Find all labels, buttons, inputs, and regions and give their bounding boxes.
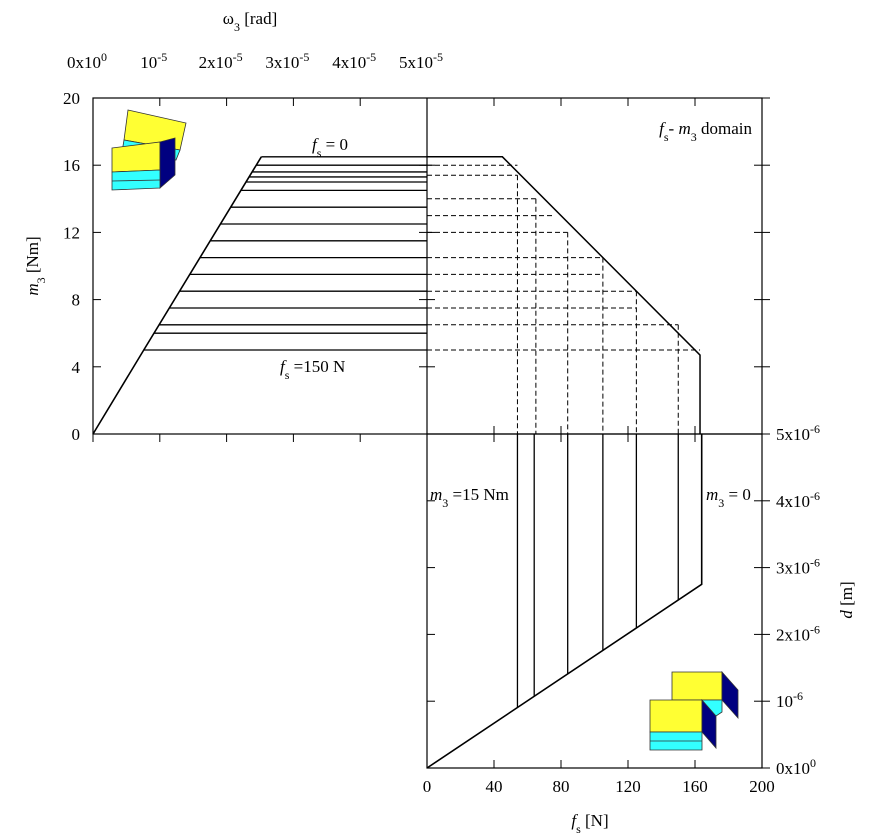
y-axis-title: m3 [Nm] [23,236,48,295]
x-tick-label: 160 [682,777,708,796]
tick-label-base: 5x10 [399,53,433,72]
y-tick-label: 0x100 [776,756,816,778]
tick-label-exp: -6 [810,556,820,570]
text-part: = 0 [321,135,348,154]
y-tick-label: 16 [63,156,80,175]
y-tick-label: 10-6 [776,689,803,711]
tick-label-exp: -5 [299,50,309,64]
text-part: 3 [34,277,48,283]
tick-label-exp: -6 [810,489,820,503]
x-tick-label: 40 [486,777,503,796]
icon-bottom [649,670,739,751]
text-part: 3 [442,496,448,510]
tick-label-exp: 0 [810,756,816,770]
text-part: = 0 [724,485,751,504]
x-tick-label: 0x100 [67,50,107,72]
text-part: f [571,811,578,830]
text-part: [m] [837,581,856,610]
text-part: [rad] [240,9,277,28]
text-part: f [280,357,287,376]
tick-label-exp: -6 [793,689,803,703]
tick-label-base: 4x10 [776,492,810,511]
text-part: domain [697,119,753,138]
tick-label-exp: 0 [101,50,107,64]
tick-label-exp: -5 [233,50,243,64]
text-part: f [659,119,666,138]
tick-label-exp: -6 [810,422,820,436]
text-part: m [23,283,42,295]
text-part: 3 [691,130,697,144]
tick-label-base: 4x10 [332,53,366,72]
text-part: [N] [581,811,609,830]
y-tick-label: 8 [72,291,81,310]
tick-label-base: 10 [140,53,157,72]
text-part: =150 N [289,357,345,376]
text-part: 3 [718,496,724,510]
tick-label-base: 3x10 [265,53,299,72]
y-tick-label: 12 [63,223,80,242]
y-tick-label: 4x10-6 [776,489,820,511]
x-tick-label: 0 [423,777,432,796]
text-part: s [285,368,290,382]
panel-title: fs- m3 domain [659,119,752,144]
y-tick-label: 2x10-6 [776,622,820,644]
text-part: f [312,135,319,154]
tick-label-base: 0x10 [67,53,101,72]
tick-label-exp: -5 [366,50,376,64]
envelope [92,156,263,435]
y-tick-label: 5x10-6 [776,422,820,444]
y-tick-label: 3x10-6 [776,556,820,578]
lower-frame [426,433,763,769]
x-tick-label: 5x10-5 [399,50,443,72]
tick-label-base: 3x10 [776,559,810,578]
icon-top [111,109,187,191]
envelope [426,434,703,769]
y-axis-title: d [m] [837,581,856,618]
text-part: m [706,485,718,504]
text-part: ω [223,9,234,28]
text-part: s [317,146,322,160]
x-tick-label: 10-5 [140,50,167,72]
annotation: fs =150 N [280,357,345,382]
tick-label-exp: -5 [157,50,167,64]
x-tick-label: 80 [553,777,570,796]
x-axis-title: ω3 [rad] [223,9,277,34]
text-part: 3 [234,20,240,34]
text-part: m [678,119,690,138]
text-part: m [430,485,442,504]
annotation: m3 = 0 [706,485,751,510]
tick-label-base: 10 [776,692,793,711]
text-part: d [837,610,856,619]
tick-label-base: 2x10 [776,625,810,644]
annotation: m3 =15 Nm [430,485,509,510]
boundary [427,156,701,434]
text-part: =15 Nm [448,485,509,504]
y-tick-label: 0 [72,425,81,444]
tick-label-base: 0x10 [776,759,810,778]
x-tick-label: 200 [749,777,775,796]
text-part: s [664,130,669,144]
annotation: fs = 0 [312,135,348,160]
y-tick-label: 4 [72,358,81,377]
x-tick-label: 3x10-5 [265,50,309,72]
x-tick-label: 120 [615,777,641,796]
text-part: - [669,119,679,138]
text-part: s [576,822,581,836]
x-tick-label: 4x10-5 [332,50,376,72]
x-axis-title: fs [N] [571,811,608,836]
tick-label-base: 2x10 [199,53,233,72]
x-tick-label: 2x10-5 [199,50,243,72]
tick-label-exp: -5 [433,50,443,64]
tick-label-exp: -6 [810,622,820,636]
text-part: [Nm] [23,236,42,277]
tick-label-base: 5x10 [776,425,810,444]
y-tick-label: 20 [63,89,80,108]
